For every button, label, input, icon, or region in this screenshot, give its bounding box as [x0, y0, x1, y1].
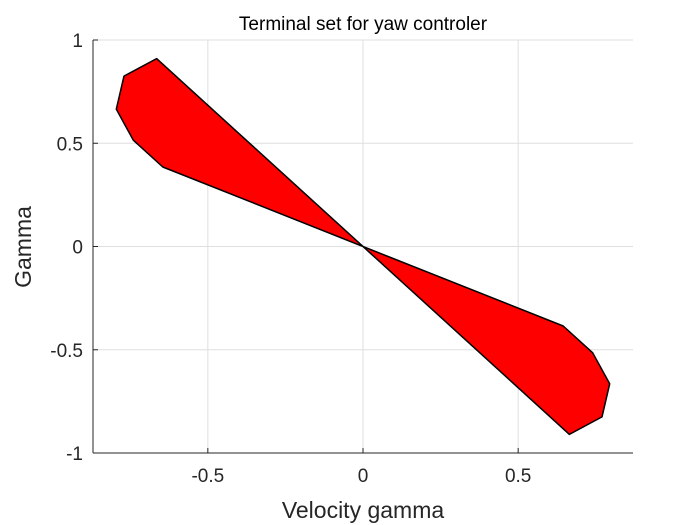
y-tick-label-4: 1 [72, 31, 83, 52]
y-axis-label: Gamma [10, 206, 36, 288]
x-tick-label-2: 0.5 [505, 466, 531, 487]
x-tick-label-0: -0.5 [191, 466, 224, 487]
y-tick-label-0: -1 [66, 444, 83, 465]
y-tick-label-2: 0 [72, 238, 83, 259]
data-layer [115, 57, 611, 436]
tick-labels: -0.5 0 0.5 -1 -0.5 0 0.5 1 [50, 31, 531, 487]
axes [92, 39, 633, 454]
x-axis-label: Velocity gamma [282, 497, 445, 523]
chart-title: Terminal set for yaw controler [239, 14, 488, 35]
y-tick-label-1: -0.5 [50, 341, 83, 362]
terminal-set-polygon [115, 57, 611, 436]
y-tick-label-3: 0.5 [57, 134, 83, 155]
x-tick-label-1: 0 [358, 466, 369, 487]
